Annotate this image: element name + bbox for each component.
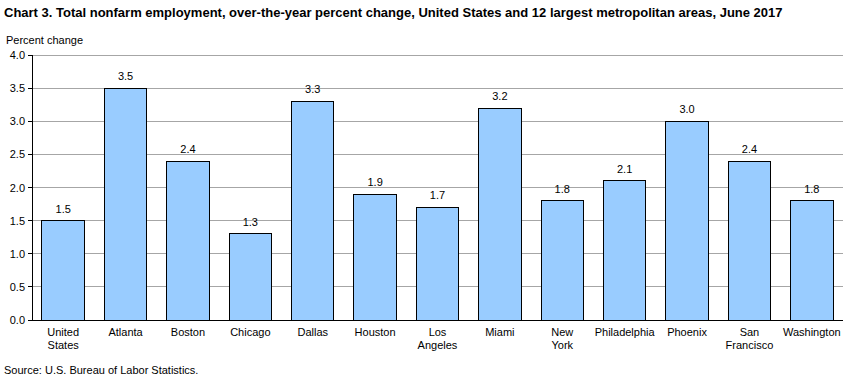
bar bbox=[292, 101, 334, 320]
tick-mark bbox=[28, 88, 32, 89]
bar bbox=[42, 221, 84, 320]
category-label-line: Phoenix bbox=[667, 326, 707, 338]
category-label-line: States bbox=[48, 339, 80, 351]
data-label: 1.8 bbox=[804, 183, 819, 195]
y-axis-label: Percent change bbox=[6, 34, 83, 46]
category-label: UnitedStates bbox=[47, 326, 79, 351]
x-axis bbox=[32, 320, 843, 321]
data-label: 1.3 bbox=[243, 216, 258, 228]
category-label-line: Houston bbox=[355, 326, 396, 338]
bar bbox=[104, 88, 146, 320]
category-label-line: United bbox=[47, 326, 79, 338]
tick-label: 3.5 bbox=[10, 82, 25, 94]
data-label: 1.9 bbox=[367, 176, 382, 188]
data-label: 1.7 bbox=[430, 189, 445, 201]
bar bbox=[354, 194, 396, 320]
category-label-line: York bbox=[551, 339, 573, 351]
category-label: Washington bbox=[783, 326, 841, 338]
category-label-line: Washington bbox=[783, 326, 841, 338]
grid-line bbox=[32, 154, 843, 155]
category-label: Philadelphia bbox=[595, 326, 656, 338]
category-label-line: Philadelphia bbox=[595, 326, 656, 338]
tick-mark bbox=[28, 121, 32, 122]
category-label-line: Dallas bbox=[297, 326, 328, 338]
y-axis bbox=[32, 55, 33, 320]
bar bbox=[728, 161, 770, 320]
tick-mark bbox=[28, 154, 32, 155]
data-label: 1.8 bbox=[555, 183, 570, 195]
grid-line bbox=[32, 88, 843, 89]
tick-label: 1.5 bbox=[10, 215, 25, 227]
category-label: Miami bbox=[485, 326, 514, 338]
bar bbox=[666, 121, 708, 320]
grid-line bbox=[32, 187, 843, 188]
tick-mark bbox=[28, 320, 32, 321]
tick-mark bbox=[28, 286, 32, 287]
bar bbox=[479, 108, 521, 320]
category-label-line: Chicago bbox=[230, 326, 270, 338]
tick-label: 0.5 bbox=[10, 281, 25, 293]
category-label: Houston bbox=[355, 326, 396, 338]
category-label-line: New bbox=[551, 326, 573, 338]
category-label: Chicago bbox=[230, 326, 270, 338]
category-label-line: Francisco bbox=[726, 339, 774, 351]
category-label-line: San bbox=[740, 326, 760, 338]
tick-label: 1.0 bbox=[10, 248, 25, 260]
tick-mark bbox=[28, 220, 32, 221]
grid-line bbox=[32, 320, 843, 321]
tick-label: 4.0 bbox=[10, 49, 25, 61]
category-label: Boston bbox=[171, 326, 205, 338]
bar bbox=[167, 161, 209, 320]
bar bbox=[791, 201, 833, 320]
grid-line bbox=[32, 121, 843, 122]
tick-mark bbox=[28, 253, 32, 254]
data-label: 2.4 bbox=[742, 143, 757, 155]
category-label-line: Angeles bbox=[418, 339, 458, 351]
data-label: 1.5 bbox=[56, 203, 71, 215]
data-label: 3.3 bbox=[305, 83, 320, 95]
data-label: 2.4 bbox=[180, 143, 195, 155]
category-label: LosAngeles bbox=[418, 326, 458, 351]
category-label: Phoenix bbox=[667, 326, 707, 338]
category-label: Dallas bbox=[297, 326, 328, 338]
source: Source: U.S. Bureau of Labor Statistics. bbox=[4, 364, 198, 376]
bar bbox=[416, 207, 458, 320]
tick-mark bbox=[28, 55, 32, 56]
category-label-line: Miami bbox=[485, 326, 514, 338]
category-label: SanFrancisco bbox=[726, 326, 774, 351]
tick-mark bbox=[28, 187, 32, 188]
labels: 1.5 UnitedStates 3.5 Atlanta 2.4 Boston 1.3 Chi… bbox=[47, 70, 840, 351]
tick-label: 2.5 bbox=[10, 148, 25, 160]
data-label: 3.0 bbox=[679, 103, 694, 115]
category-label: NewYork bbox=[551, 326, 573, 351]
data-label: 3.5 bbox=[118, 70, 133, 82]
bars bbox=[42, 88, 833, 320]
bar bbox=[229, 234, 271, 320]
category-label-line: Los bbox=[429, 326, 447, 338]
title: Chart 3. Total nonfarm employment, over-… bbox=[4, 5, 783, 20]
category-label-line: Atlanta bbox=[108, 326, 143, 338]
grid-line bbox=[32, 55, 843, 56]
bar bbox=[541, 201, 583, 320]
category-label: Atlanta bbox=[108, 326, 143, 338]
bar bbox=[603, 181, 645, 320]
data-label: 3.2 bbox=[492, 90, 507, 102]
data-label: 2.1 bbox=[617, 163, 632, 175]
tick-label: 2.0 bbox=[10, 182, 25, 194]
chart: Chart 3. Total nonfarm employment, over-… bbox=[0, 0, 851, 379]
tick-label: 0.0 bbox=[10, 314, 25, 326]
tick-label: 3.0 bbox=[10, 115, 25, 127]
category-label-line: Boston bbox=[171, 326, 205, 338]
